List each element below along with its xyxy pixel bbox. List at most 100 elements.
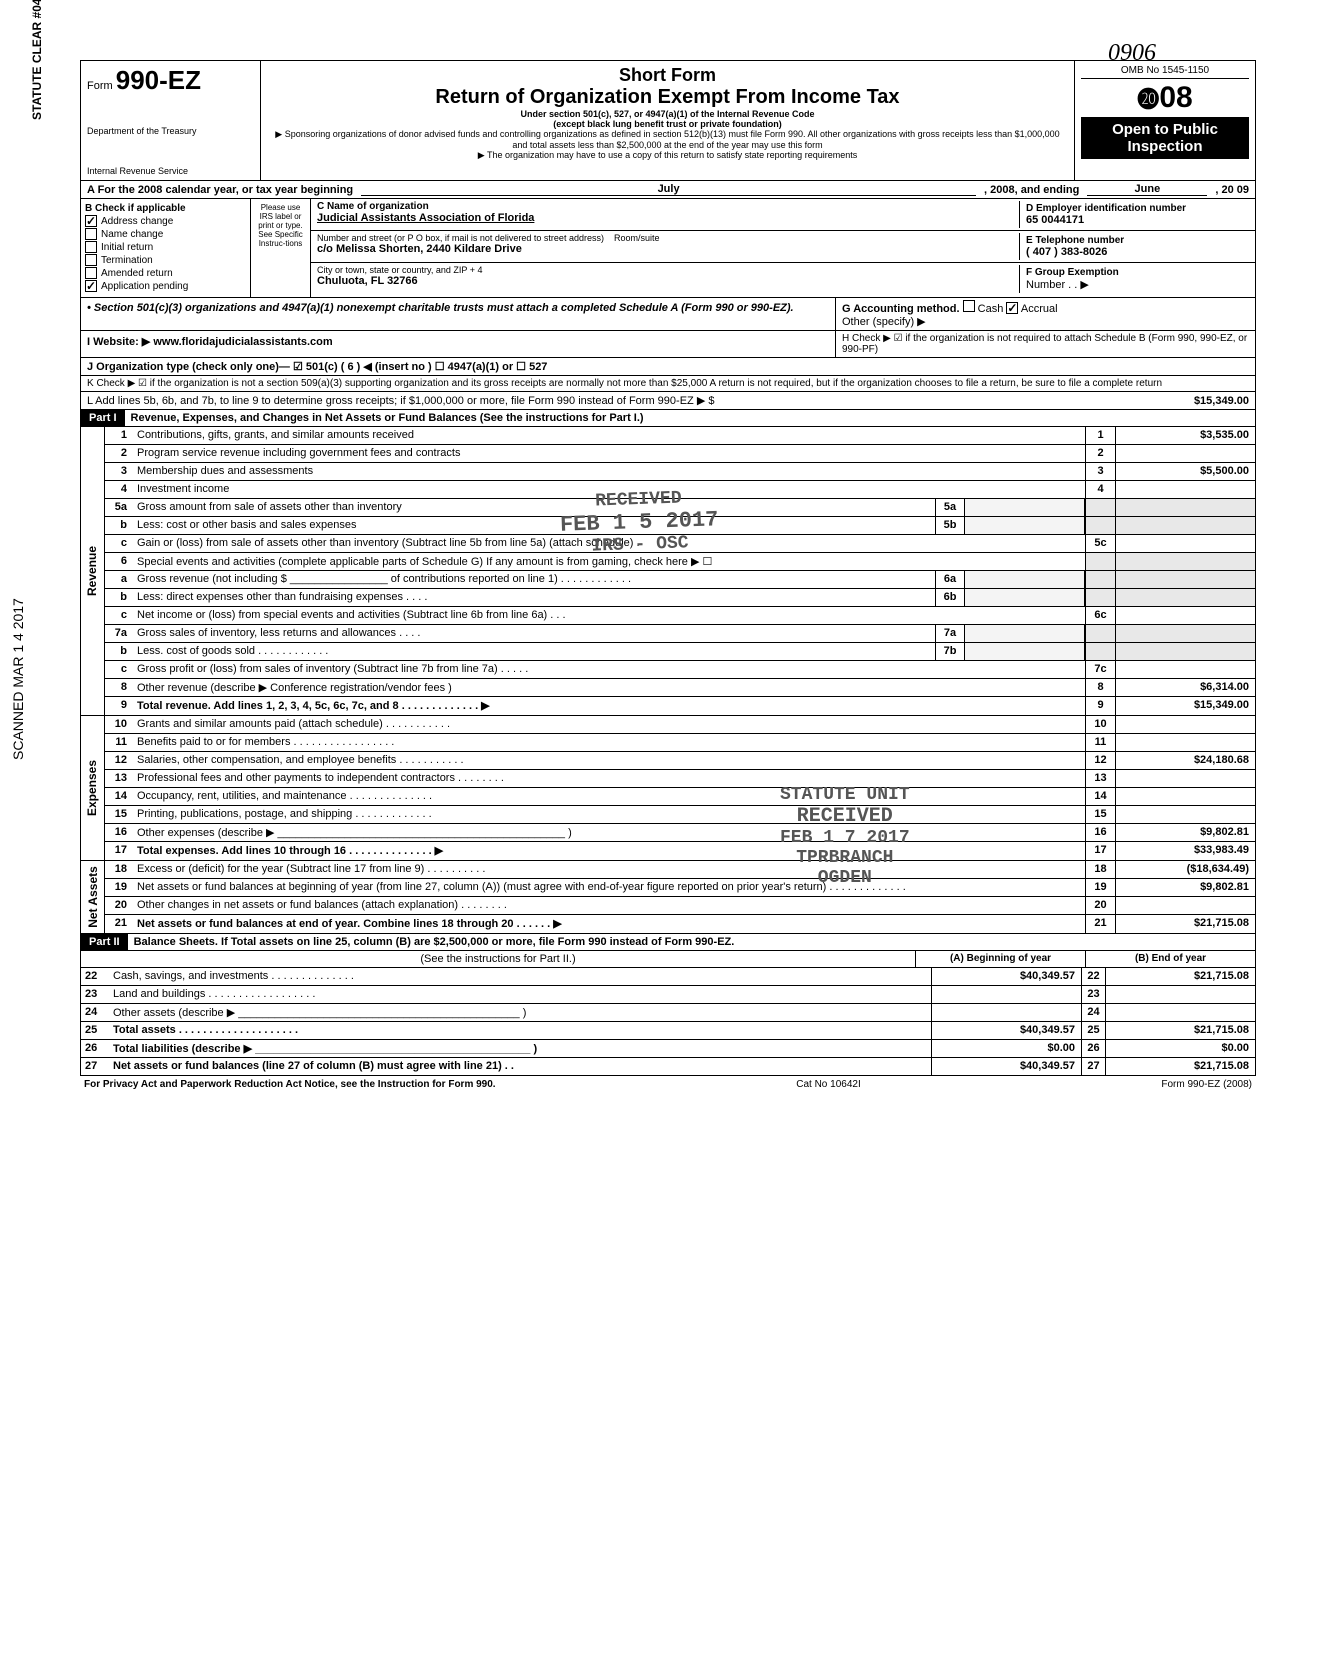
line-5c: cGain or (loss) from sale of assets othe… xyxy=(105,535,1255,553)
bal-num: 26 xyxy=(81,1040,109,1057)
accrual-checkbox[interactable]: ✓ xyxy=(1006,302,1018,314)
line-14: 14Occupancy, rent, utilities, and mainte… xyxy=(105,788,1255,806)
line-amt: $33,983.49 xyxy=(1115,842,1255,860)
cash-checkbox[interactable] xyxy=(963,300,975,312)
line-amt xyxy=(1115,643,1255,660)
line-amt: $3,535.00 xyxy=(1115,427,1255,444)
checkbox[interactable]: ✓ xyxy=(85,280,97,292)
line-num: c xyxy=(105,607,133,624)
line-5a: 5aGross amount from sale of assets other… xyxy=(105,499,1255,517)
line-idx: 4 xyxy=(1085,481,1115,498)
room-label: Room/suite xyxy=(614,233,660,243)
line-idx: 2 xyxy=(1085,445,1115,462)
footer-mid: Cat No 10642I xyxy=(796,1079,861,1090)
line-idx: 9 xyxy=(1085,697,1115,715)
subtitle-3: ▶ Sponsoring organizations of donor advi… xyxy=(267,129,1068,150)
j-text: J Organization type (check only one)— ☑ … xyxy=(87,360,547,373)
line-desc: Contributions, gifts, grants, and simila… xyxy=(133,427,1085,444)
side-stamp-scanned: SCANNED MAR 1 4 2017 xyxy=(10,598,26,760)
bullet-501: • Section 501(c)(3) organizations and 49… xyxy=(81,298,835,330)
checkbox[interactable] xyxy=(85,241,97,253)
expenses-block: Expenses 10Grants and similar amounts pa… xyxy=(80,716,1256,861)
revenue-block: Revenue 1Contributions, gifts, grants, a… xyxy=(80,427,1256,716)
line-2: 2Program service revenue including gover… xyxy=(105,445,1255,463)
checkbox[interactable] xyxy=(85,267,97,279)
h-text: H Check ▶ ☑ if the organization is not r… xyxy=(835,331,1255,357)
row-a-label: A For the 2008 calendar year, or tax yea… xyxy=(87,184,353,196)
line-desc: Gross revenue (not including $ _________… xyxy=(133,571,935,588)
line-desc: Excess or (deficit) for the year (Subtra… xyxy=(133,861,1085,878)
expenses-sidecat: Expenses xyxy=(81,716,105,860)
form-number: Form 990-EZ xyxy=(87,65,254,96)
bal-line-23: 23Land and buildings . . . . . . . . . .… xyxy=(80,986,1256,1004)
addr2-label: City or town, state or country, and ZIP … xyxy=(317,265,1019,275)
checkbox[interactable] xyxy=(85,228,97,240)
line-16: 16Other expenses (describe ▶ ___________… xyxy=(105,824,1255,842)
open-public: Open to Public Inspection xyxy=(1081,117,1249,159)
bal-num: 23 xyxy=(81,986,109,1003)
line-15: 15Printing, publications, postage, and s… xyxy=(105,806,1255,824)
bal-colA-val xyxy=(931,986,1081,1003)
part2-title: Balance Sheets. If Total assets on line … xyxy=(128,934,1255,950)
header-left: Form 990-EZ Department of the Treasury I… xyxy=(81,61,261,180)
check-label: Amended return xyxy=(101,268,173,279)
bal-line-22: 22Cash, savings, and investments . . . .… xyxy=(80,968,1256,986)
line-desc: Salaries, other compensation, and employ… xyxy=(133,752,1085,769)
revenue-sidecat: Revenue xyxy=(81,427,105,715)
row-j: J Organization type (check only one)— ☑ … xyxy=(80,358,1256,376)
bal-colA-val: $40,349.57 xyxy=(931,968,1081,985)
line-amt xyxy=(1115,481,1255,498)
line-7b: bLess. cost of goods sold . . . . . . . … xyxy=(105,643,1255,661)
line-desc: Membership dues and assessments xyxy=(133,463,1085,480)
line-num: 7a xyxy=(105,625,133,642)
line-7a: 7aGross sales of inventory, less returns… xyxy=(105,625,1255,643)
bal-colB-val xyxy=(1105,1004,1255,1021)
line-amt xyxy=(1115,553,1255,570)
checkbox[interactable] xyxy=(85,254,97,266)
form-number-big: 990-EZ xyxy=(116,65,201,95)
line-idx xyxy=(1085,625,1115,642)
bal-desc: Total liabilities (describe ▶ __________… xyxy=(109,1040,931,1057)
line-idx: 5c xyxy=(1085,535,1115,552)
part2-header: Part II Balance Sheets. If Total assets … xyxy=(80,934,1256,951)
line-num: c xyxy=(105,661,133,678)
checkbox[interactable]: ✓ xyxy=(85,215,97,227)
e-label: E Telephone number xyxy=(1026,235,1243,246)
line-num: 3 xyxy=(105,463,133,480)
handwritten-number: 0906 xyxy=(1108,40,1156,67)
l-value: $15,349.00 xyxy=(1109,395,1249,407)
addr1-value: c/o Melissa Shorten, 2440 Kildare Drive xyxy=(317,243,1019,255)
footer-left: For Privacy Act and Paperwork Reduction … xyxy=(84,1079,496,1090)
line-idx xyxy=(1085,517,1115,534)
b-check-address-change: ✓ Address change xyxy=(85,215,246,227)
line-num: 17 xyxy=(105,842,133,860)
addr2-value: Chuluota, FL 32766 xyxy=(317,275,1019,287)
website-value: www.floridajudicialassistants.com xyxy=(153,336,332,348)
check-label: Name change xyxy=(101,229,163,240)
row-bullet-g: • Section 501(c)(3) organizations and 49… xyxy=(80,298,1256,331)
line-idx: 11 xyxy=(1085,734,1115,751)
open-public-2: Inspection xyxy=(1083,138,1247,155)
check-label: Address change xyxy=(101,216,173,227)
line-desc: Other changes in net assets or fund bala… xyxy=(133,897,1085,914)
mid-amt xyxy=(965,517,1085,534)
bal-colB-val: $21,715.08 xyxy=(1105,1022,1255,1039)
line-desc: Other expenses (describe ▶ _____________… xyxy=(133,824,1085,841)
line-3: 3Membership dues and assessments3$5,500.… xyxy=(105,463,1255,481)
row-a: A For the 2008 calendar year, or tax yea… xyxy=(80,181,1256,199)
line-desc: Program service revenue including govern… xyxy=(133,445,1085,462)
b-check-name-change: Name change xyxy=(85,228,246,240)
mid-idx: 6b xyxy=(935,589,965,606)
line-idx: 15 xyxy=(1085,806,1115,823)
line-desc: Printing, publications, postage, and shi… xyxy=(133,806,1085,823)
line-idx xyxy=(1085,571,1115,588)
line-num: b xyxy=(105,517,133,534)
line-desc: Net assets or fund balances at end of ye… xyxy=(133,915,1085,933)
bal-colB-val xyxy=(1105,986,1255,1003)
line-desc: Benefits paid to or for members . . . . … xyxy=(133,734,1085,751)
end-month: June xyxy=(1087,183,1207,196)
form-word: Form xyxy=(87,80,113,92)
bal-colA-val: $0.00 xyxy=(931,1040,1081,1057)
line-amt xyxy=(1115,607,1255,624)
line-amt: $6,314.00 xyxy=(1115,679,1255,696)
